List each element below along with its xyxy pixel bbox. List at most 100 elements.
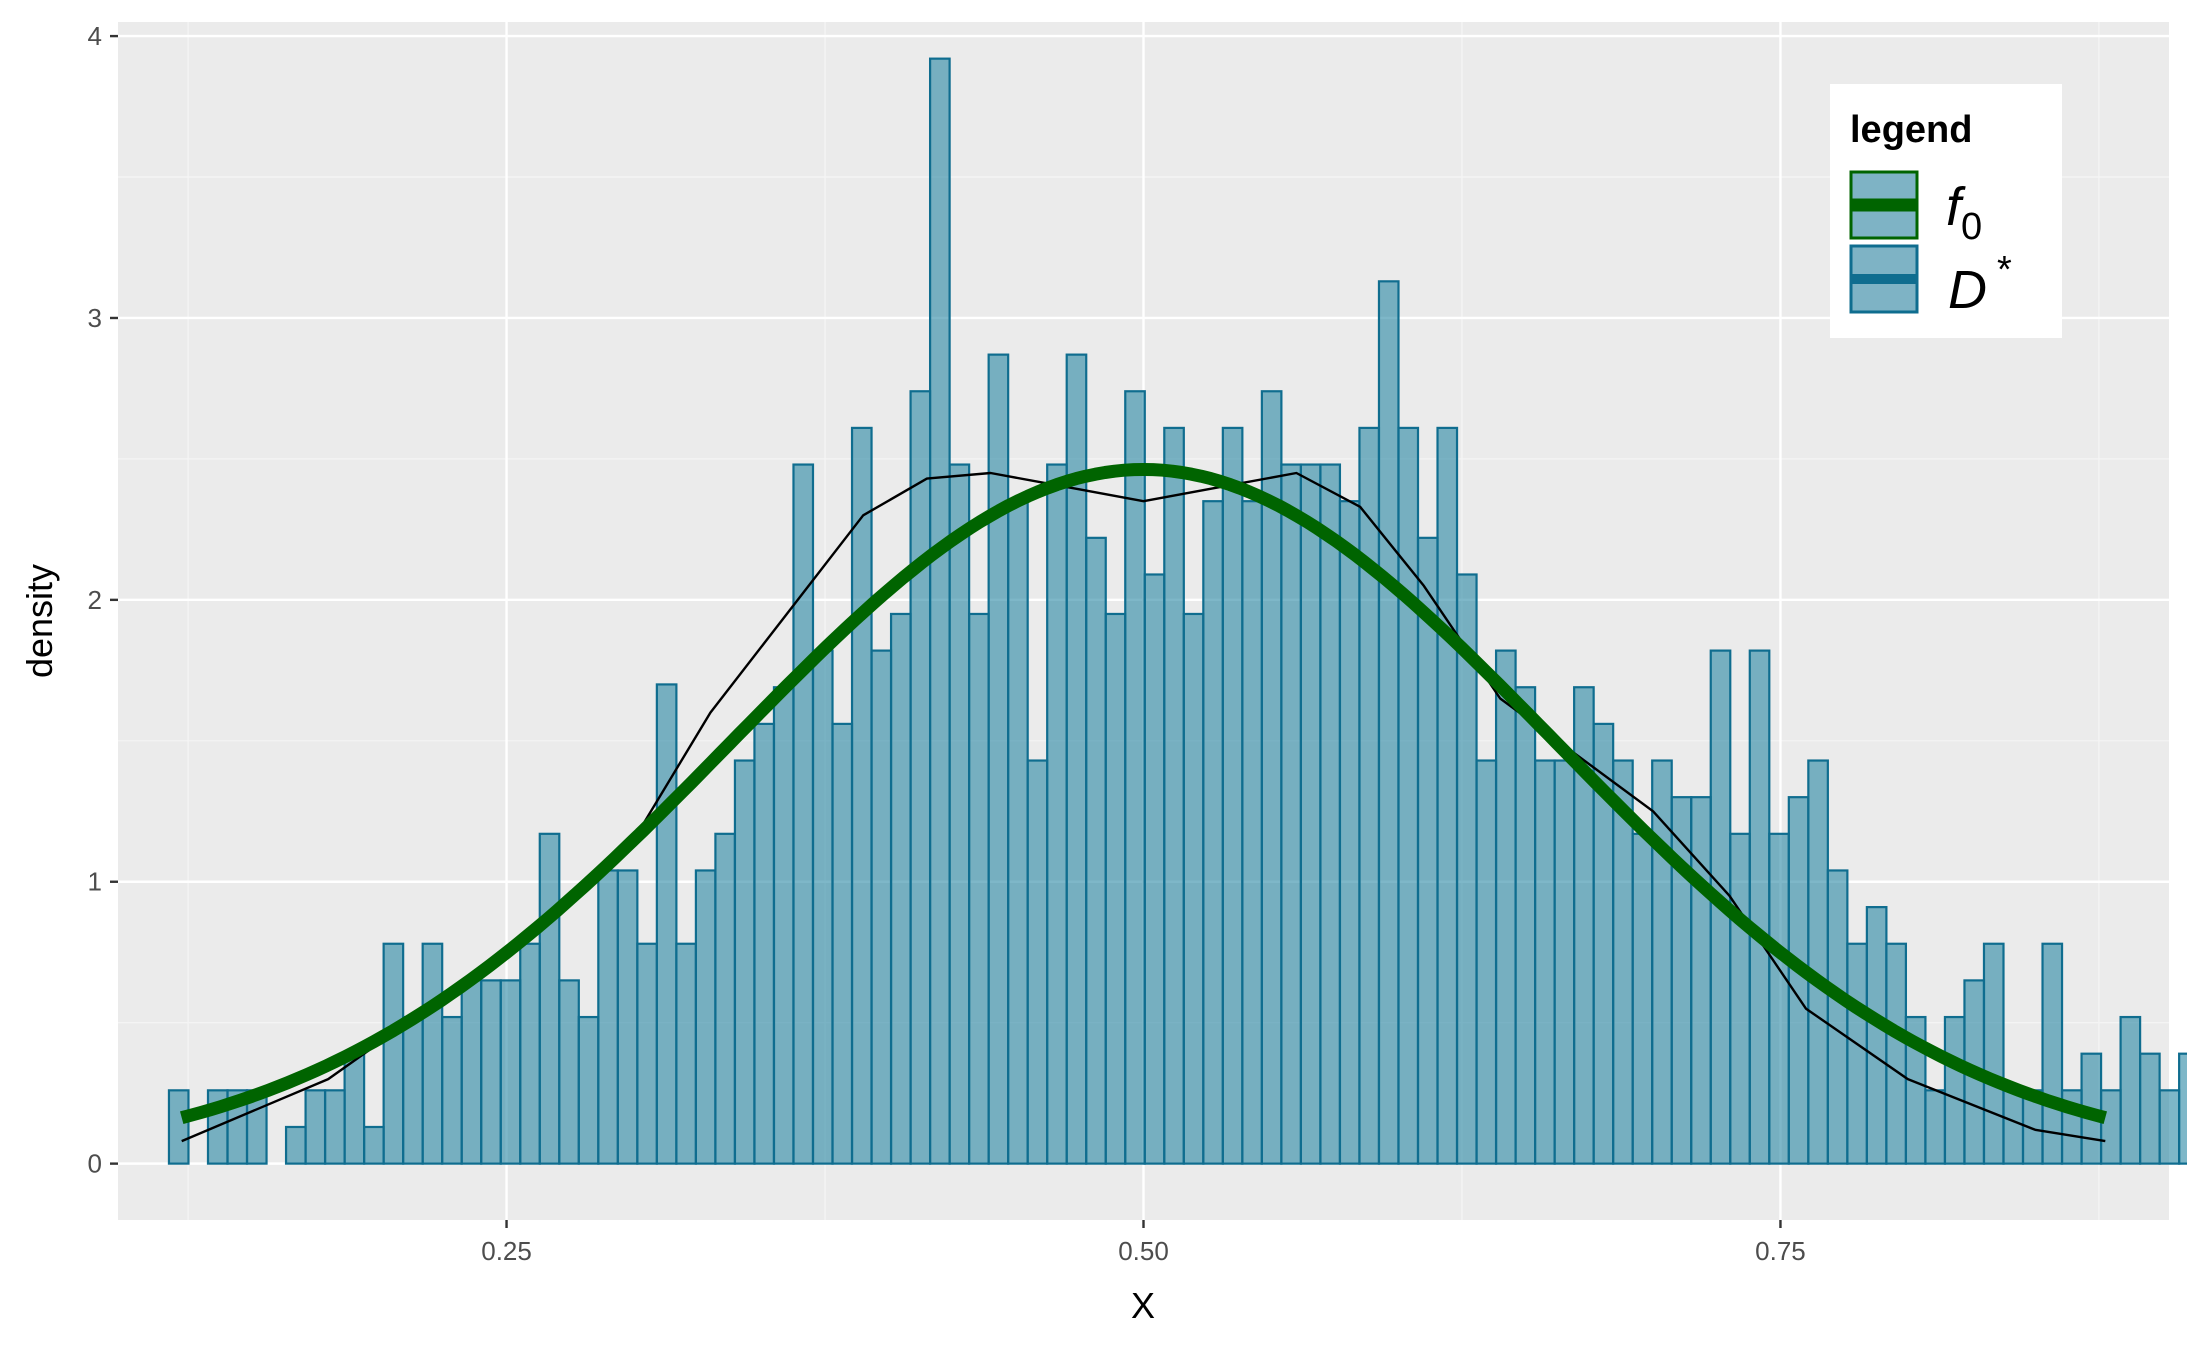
histogram-bar [284, 1125, 307, 1165]
histogram-bar [1397, 426, 1420, 1165]
histogram-bar [2119, 1015, 2142, 1165]
y-tick-label: 3 [88, 303, 102, 333]
y-tick-label: 1 [88, 867, 102, 897]
legend-label-dstar: D * [1948, 249, 2012, 320]
histogram-bar [343, 1052, 366, 1165]
histogram-bar [1475, 759, 1498, 1165]
f0-curve [180, 463, 2107, 1124]
histogram-bar [323, 1089, 346, 1165]
histogram-bar [1163, 426, 1185, 1165]
histogram-bar [1202, 500, 1224, 1165]
histogram-bar [1436, 426, 1459, 1165]
histogram-bar [1943, 1015, 1966, 1165]
histogram-bar [1865, 906, 1888, 1165]
histogram-bar [636, 942, 658, 1165]
histogram-bar [1416, 536, 1439, 1165]
histogram-bar [538, 832, 561, 1165]
histogram-bar [1924, 1089, 1947, 1165]
legend-item-dstar: D * [1849, 244, 2012, 320]
histogram-bar [1514, 686, 1537, 1165]
x-axis-title: X [1131, 1285, 1155, 1326]
histogram-bar [2099, 1089, 2122, 1165]
histogram-bar [1553, 759, 1576, 1165]
legend-label-f0: f0 [1946, 177, 1982, 248]
histogram-bar [597, 869, 619, 1165]
histogram-bar [1982, 942, 2005, 1165]
histogram-bar [577, 1015, 600, 1165]
histogram-bar [1846, 942, 1868, 1165]
histogram-bar [519, 942, 541, 1165]
histogram-bar [792, 463, 815, 1165]
histogram-bar [870, 649, 893, 1165]
histogram-bar [694, 869, 717, 1165]
histogram-bar [1221, 426, 1244, 1165]
histogram-bar [968, 612, 990, 1165]
histogram-bar [928, 57, 951, 1165]
histogram-bar [831, 722, 854, 1165]
histogram-bar [2178, 1052, 2187, 1165]
histogram-bar [675, 942, 697, 1165]
histogram-bar [441, 1015, 463, 1165]
histogram-bar [363, 1125, 385, 1165]
histogram-bar [1885, 942, 1908, 1165]
legend-title: legend [1850, 109, 1972, 151]
histogram-bar [402, 1015, 424, 1165]
histogram-bar [1534, 759, 1556, 1165]
histogram-bar [1494, 649, 1517, 1165]
histogram-bar [753, 722, 776, 1165]
histogram-bar [714, 832, 737, 1165]
histogram-bar [811, 649, 834, 1165]
histogram-bar [460, 979, 483, 1165]
y-axis-title: density [19, 564, 60, 678]
histogram-bar [1299, 463, 1322, 1165]
x-tick-label: 0.75 [1755, 1236, 1806, 1266]
histogram-bar [499, 979, 522, 1165]
histogram-bar [1690, 796, 1712, 1165]
histogram-bar [1748, 649, 1771, 1165]
histogram-bar [1826, 869, 1849, 1165]
histogram-bar [382, 942, 405, 1165]
histogram-bar [655, 683, 678, 1165]
histogram-bar [480, 979, 502, 1165]
histogram-bar [1319, 463, 1342, 1165]
histogram-bar [1787, 796, 1810, 1165]
histogram-bar [1143, 573, 1166, 1165]
histogram-bar [421, 942, 444, 1165]
x-axis: 0.25 0.50 0.75 [481, 1220, 1806, 1266]
histogram-bar [1631, 832, 1654, 1165]
y-tick-label: 0 [88, 1149, 102, 1179]
histogram-bar [1085, 536, 1107, 1165]
histogram-bar [558, 979, 580, 1165]
histogram-bar [948, 463, 971, 1165]
histogram-bar [1241, 500, 1263, 1165]
x-tick-label: 0.25 [481, 1236, 532, 1266]
histogram-bar [1182, 612, 1205, 1165]
histogram-bar [1358, 426, 1381, 1165]
histogram-bar [2002, 1089, 2025, 1165]
y-tick-label: 4 [88, 21, 102, 51]
histogram-bar [1046, 463, 1068, 1165]
histogram-bars [167, 57, 2187, 1165]
histogram-bar [1377, 280, 1400, 1165]
histogram-bar [616, 869, 639, 1165]
histogram-bar [304, 1089, 327, 1165]
histogram-bar [1007, 500, 1029, 1165]
histogram-bar [1124, 390, 1146, 1165]
legend: legend f0 D * [1830, 84, 2062, 338]
histogram-bar [1280, 463, 1303, 1165]
histogram-bar [850, 426, 873, 1165]
x-tick-label: 0.50 [1118, 1236, 1169, 1266]
histogram-bar [1338, 500, 1361, 1165]
histogram-bar [1104, 612, 1127, 1165]
histogram-bar [1768, 832, 1790, 1165]
histogram-bar [733, 759, 756, 1165]
y-axis: 0 1 2 3 4 [88, 21, 118, 1179]
histogram-bar [2139, 1052, 2161, 1165]
histogram-bar [909, 390, 932, 1165]
y-tick-label: 2 [88, 585, 102, 615]
curves [180, 463, 2107, 1143]
histogram-bar [2158, 1089, 2181, 1165]
histogram-bar [1807, 759, 1829, 1165]
histogram-bar [772, 686, 795, 1165]
